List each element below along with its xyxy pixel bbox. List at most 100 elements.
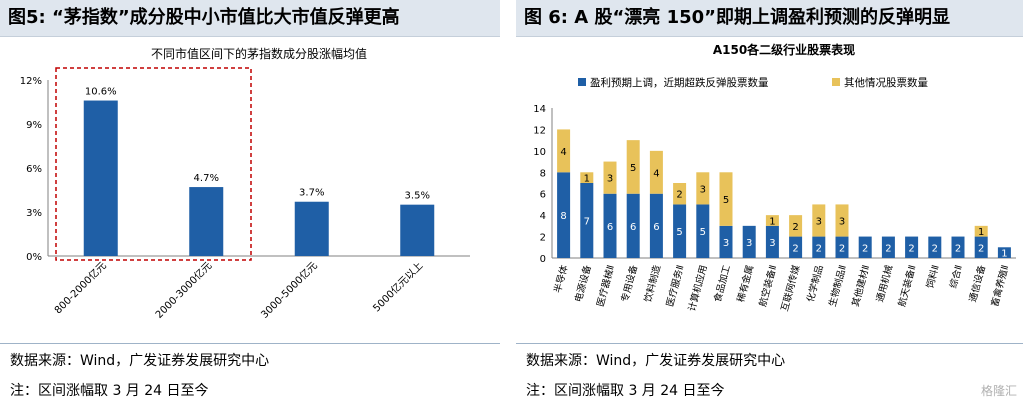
right-bar-label-earnings-up: 6 [630, 222, 636, 233]
right-bar-label-other: 1 [978, 227, 984, 238]
left-bar [400, 204, 435, 256]
right-y-tick-label: 10 [533, 147, 546, 158]
right-bar-label-other: 2 [792, 222, 798, 233]
right-x-tick-label: 综合Ⅱ [947, 264, 965, 290]
right-bar-label-earnings-up: 1 [1001, 249, 1007, 260]
right-bar-label-earnings-up: 5 [676, 227, 682, 238]
legend-swatch-earnings-up [578, 78, 586, 86]
right-y-tick-label: 0 [540, 254, 546, 265]
right-figure-title-bar: 图 6: A 股“漂亮 150”即期上调盈利预测的反弹明显 [516, 0, 1023, 37]
left-x-tick-label: 2000-3000亿元 [152, 259, 214, 321]
right-bar-earnings-up [673, 204, 687, 258]
right-x-tick-label: 航空装备Ⅱ [757, 264, 780, 308]
right-bar-label-other: 3 [607, 174, 613, 185]
right-x-tick-label: 医疗器械Ⅱ [594, 264, 617, 308]
right-bar-label-earnings-up: 2 [862, 243, 868, 254]
right-x-tick-label: 其他建材Ⅱ [849, 264, 872, 308]
right-note: 注：区间涨幅取 3 月 24 日至今 [526, 383, 725, 399]
right-bar-label-other: 4 [560, 147, 566, 158]
right-x-tick-label: 畜禽养殖Ⅱ [989, 264, 1012, 308]
right-bar-label-earnings-up: 6 [607, 222, 613, 233]
right-bar-earnings-up [580, 183, 594, 258]
right-bar-earnings-up [626, 193, 640, 258]
right-bar-label-earnings-up: 3 [723, 238, 729, 249]
right-bar-label-earnings-up: 2 [839, 243, 845, 254]
right-x-tick-label: 生物制品Ⅱ [826, 264, 849, 308]
right-bar-other [765, 215, 779, 226]
right-bar-earnings-up [742, 225, 756, 258]
left-bar [189, 187, 224, 256]
right-y-tick-label: 6 [540, 190, 546, 201]
right-x-tick-label: 食品加工 [711, 263, 733, 303]
right-bar-label-earnings-up: 2 [792, 243, 798, 254]
right-figure-panel: 图 6: A 股“漂亮 150”即期上调盈利预测的反弹明显 A150各二级行业股… [516, 0, 1023, 407]
right-bar-earnings-up [835, 236, 849, 258]
right-bar-other [719, 172, 733, 226]
right-x-tick-label: 通用机械 [874, 263, 896, 303]
left-bar-chart: 不同市值区间下的茅指数成分股涨幅均值 0% 3% 6% 9% 12% 10.6% 800-20… [20, 46, 470, 321]
left-x-tick-label: 5000亿元以上 [370, 259, 425, 314]
right-bar-label-other: 3 [816, 217, 822, 228]
left-highlight-box [55, 67, 252, 261]
right-bar-earnings-up [649, 193, 663, 258]
right-bar-label-earnings-up: 2 [932, 243, 938, 254]
right-bar-label-earnings-up: 3 [769, 238, 775, 249]
left-x-tick-label: 3000-5000亿元 [258, 259, 320, 321]
right-bar-earnings-up [997, 247, 1011, 258]
right-bar-other [835, 204, 849, 237]
right-bar-label-earnings-up: 2 [978, 243, 984, 254]
right-bar-label-earnings-up: 5 [700, 227, 706, 238]
right-bar-earnings-up [557, 172, 571, 258]
right-bar-other [557, 129, 571, 173]
right-bar-label-earnings-up: 3 [746, 238, 752, 249]
left-figure-number: 图5: [8, 7, 46, 28]
right-bar-other [696, 172, 710, 205]
right-x-tick-label: 计算机应用 [686, 264, 710, 313]
right-bar-label-earnings-up: 8 [560, 211, 566, 222]
right-y-tick-label: 2 [540, 233, 546, 244]
left-figure-title: “茅指数”成分股中小市值比大市值反弹更高 [52, 7, 400, 28]
left-bar [83, 100, 118, 257]
right-bar-other [580, 172, 594, 183]
right-bar-label-earnings-up: 2 [885, 243, 891, 254]
left-y-tick-label: 12% [20, 76, 42, 87]
right-bar-earnings-up [974, 236, 988, 258]
right-bar-label-earnings-up: 2 [908, 243, 914, 254]
left-figure-title-bar: 图5: “茅指数”成分股中小市值比大市值反弹更高 [0, 0, 500, 37]
right-bar-earnings-up [951, 236, 965, 258]
right-bar-label-earnings-up: 2 [816, 243, 822, 254]
right-bar-earnings-up [928, 236, 942, 258]
right-bar-earnings-up [696, 204, 710, 258]
left-source-divider [0, 343, 500, 344]
right-y-tick-label: 8 [540, 168, 546, 179]
right-bar-other [673, 183, 687, 205]
right-bar-label-other: 1 [769, 217, 775, 228]
left-y-tick-label: 0% [26, 252, 42, 263]
right-bar-earnings-up [812, 236, 826, 258]
right-bar-other [603, 161, 617, 194]
right-source-divider [516, 343, 1023, 344]
right-x-tick-label: 专用设备 [619, 263, 641, 303]
right-x-tick-label: 饮料制造 [642, 263, 664, 303]
right-y-tick-label: 14 [533, 104, 546, 115]
left-y-tick-label: 6% [26, 164, 42, 175]
right-bar-earnings-up [603, 193, 617, 258]
left-bar-data-label: 3.7% [299, 188, 324, 199]
left-bar-data-label: 3.5% [405, 191, 430, 202]
left-figure-panel: 图5: “茅指数”成分股中小市值比大市值反弹更高 不同市值区间下的茅指数成分股涨… [0, 0, 500, 407]
right-bar-earnings-up [765, 225, 779, 258]
left-chart-title: 不同市值区间下的茅指数成分股涨幅均值 [151, 46, 367, 61]
right-data-source: 数据来源：Wind，广发证券发展研究中心 [526, 353, 786, 369]
right-bar-label-other: 5 [723, 195, 729, 206]
right-x-tick-label: 半导体 [552, 263, 571, 294]
right-y-tick-label: 4 [540, 211, 546, 222]
right-bar-earnings-up [719, 225, 733, 258]
right-x-tick-label: 饲料Ⅱ [924, 264, 942, 290]
right-bar-label-earnings-up: 2 [955, 243, 961, 254]
right-bar-label-earnings-up: 6 [653, 222, 659, 233]
legend-label-earnings-up: 盈利预期上调，近期超跌反弹股票数量 [590, 76, 769, 89]
right-bar-other [812, 204, 826, 237]
left-data-source: 数据来源：Wind，广发证券发展研究中心 [10, 353, 270, 369]
right-bar-earnings-up [858, 236, 872, 258]
